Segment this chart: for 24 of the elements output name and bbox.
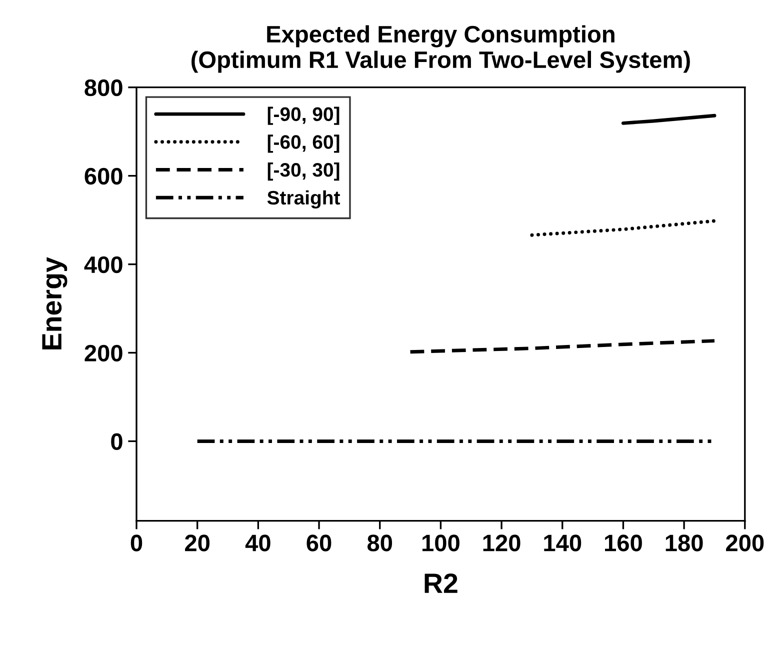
legend-label: [-90, 90] xyxy=(268,106,340,125)
legend-label: Straight xyxy=(267,190,340,209)
x-tick-label: 0 xyxy=(130,534,142,552)
x-tick-label: 120 xyxy=(483,534,520,552)
legend-label: [-60, 60] xyxy=(268,134,340,153)
line-series xyxy=(408,339,716,354)
x-tick-label: 140 xyxy=(544,534,582,552)
y-axis-title: Energy xyxy=(42,257,68,350)
chart-title: Expected Energy Consumption (Optimum R1 Value From Two-Level System) xyxy=(192,25,690,73)
x-tick-label: 180 xyxy=(666,534,703,552)
legend-label: [-30, 30] xyxy=(268,162,340,181)
x-axis-title: R2 xyxy=(424,573,458,593)
y-tick-label: 600 xyxy=(84,168,122,185)
y-tick-label: 200 xyxy=(84,344,122,362)
x-tick-label: 80 xyxy=(367,534,392,552)
x-tick-label: 40 xyxy=(245,534,270,552)
y-tick-label: 800 xyxy=(84,79,122,96)
x-tick-label: 200 xyxy=(726,534,764,552)
y-tick-label: 0 xyxy=(111,433,122,450)
x-tick-label: 20 xyxy=(185,534,210,552)
y-tick-label: 400 xyxy=(84,256,122,274)
x-tick-label: 60 xyxy=(306,534,332,552)
x-tick-label: 160 xyxy=(605,534,642,552)
x-tick-label: 100 xyxy=(422,534,460,552)
